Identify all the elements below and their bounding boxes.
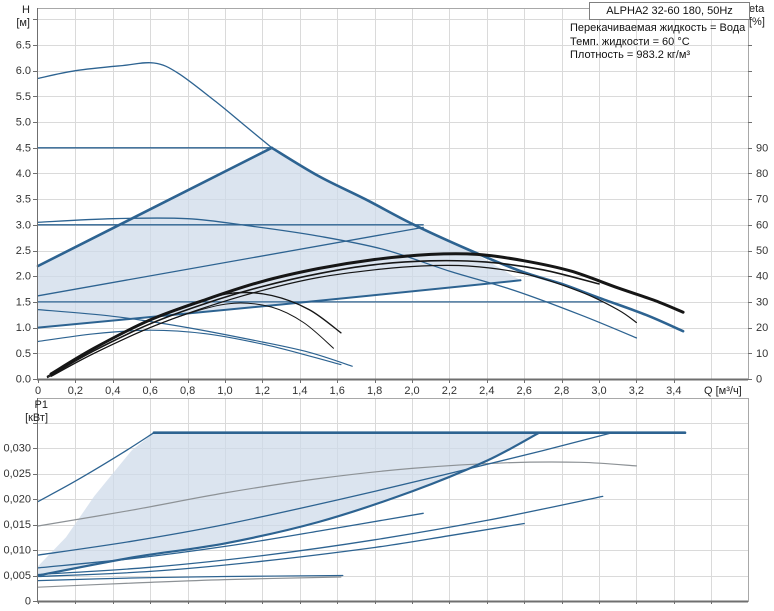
speed3-curve-max (270, 146, 685, 333)
eta-curve-low-a (46, 291, 342, 378)
speed1-curve (37, 309, 353, 367)
h-tick-label: 5.0 (16, 117, 31, 129)
q-tick-label: 2,8 (554, 385, 569, 397)
h-tick-label: 3.5 (16, 194, 31, 206)
h-tick-label: 4.0 (16, 168, 31, 180)
h-tick-label: 5.5 (16, 91, 31, 103)
p1-pp2-curve (37, 512, 424, 569)
h-tick-label: 2.5 (16, 245, 31, 257)
eta-tick-label: 60 (756, 219, 768, 231)
q-tick-label: 1,8 (367, 385, 382, 397)
fluid-info-block: Перекачиваемая жидкость = Вода Темп. жид… (570, 22, 745, 63)
q-tick-label: 0,2 (68, 385, 83, 397)
q-tick-label: 0,8 (180, 385, 195, 397)
p1-axis-label: P1 [кВт] (0, 399, 48, 425)
envelope-left-boundary (36, 146, 274, 268)
top-panel-operating-envelope (38, 147, 521, 328)
h-tick-label: 1.0 (16, 322, 31, 334)
eta-axis-unit: [%] (749, 16, 765, 28)
eta-tick-label: 40 (756, 271, 768, 283)
p1-tick-label: 0,020 (3, 494, 31, 506)
q-tick-label: 1,6 (330, 385, 345, 397)
h-tick-label: 0.5 (16, 348, 31, 360)
pp1-line (37, 279, 522, 329)
p1-speed2-curve (37, 461, 637, 527)
info-line-fluid: Перекачиваемая жидкость = Вода (570, 22, 746, 34)
p1-tick-label: 0,030 (3, 443, 31, 455)
speed3-curve-rise (37, 62, 273, 149)
p1-cp1-curve (37, 495, 604, 576)
h-tick-label: 6.0 (16, 65, 31, 77)
q-tick-label: 2,2 (442, 385, 457, 397)
pp2-line (37, 226, 424, 297)
eta-tick-label: 70 (756, 194, 768, 206)
p1-cp2-curve (37, 432, 613, 556)
p1-envelope-bottom (36, 431, 541, 577)
q-tick-label: 2,6 (517, 385, 532, 397)
q-tick-label: 0,6 (143, 385, 158, 397)
p1-pp1-curve (37, 522, 525, 578)
q-tick-label: 1,4 (292, 385, 307, 397)
eta-tick-label: 20 (756, 322, 768, 334)
p1-min-curve (37, 576, 342, 588)
eta-axis-symbol: eta (749, 3, 765, 15)
q-tick-label: 2,0 (404, 385, 419, 397)
info-line-density: Плотность = 983.2 кг/м³ (570, 49, 691, 61)
q-tick-label: 2,4 (479, 385, 494, 397)
speed2-curve (37, 217, 638, 339)
p1-tick-label: 0 (25, 596, 31, 608)
p1-speed3-rise (37, 432, 155, 503)
h-axis-unit: [м] (16, 17, 30, 29)
p1-axis-symbol: P1 (34, 399, 48, 411)
eta-tick-label: 0 (756, 374, 762, 386)
p1-tick-label: 0,015 (3, 519, 31, 531)
p1-tick-label: 0,010 (3, 545, 31, 557)
q-tick-label: 1,0 (217, 385, 232, 397)
h-tick-label: 6.5 (16, 39, 31, 51)
eta-tick-label: 30 (756, 296, 768, 308)
q-tick-label: 3,4 (666, 385, 681, 397)
q-tick-label: 3,0 (591, 385, 606, 397)
eta-axis-label: eta [%] (749, 3, 765, 29)
p1-tick-label: 0,005 (3, 570, 31, 582)
q-tick-label: 3,2 (629, 385, 644, 397)
h-axis-symbol: H (22, 4, 30, 16)
eta-tick-label: 50 (756, 245, 768, 257)
top-panel-grid (37, 8, 748, 379)
chart-title: ALPHA2 32-60 180, 50Hz (589, 2, 750, 20)
eta-tick-label: 90 (756, 142, 768, 154)
top-axis-ticks: 6.5 6.0 5.5 5.0 4.5 4.0 3.5 3.0 2.5 2.0 1.5 1.0 0.5 0… (16, 19, 768, 397)
eta-curve-low-b (46, 302, 334, 379)
bottom-panel: 0,030 0,025 0,020 0,015 0,010 0,005 0 (3, 398, 749, 608)
top-panel-series (36, 62, 685, 379)
top-panel: 6.5 6.0 5.5 5.0 4.5 4.0 3.5 3.0 2.5 2.0 1.5 1.0 0.5 0… (16, 8, 768, 397)
q-tick-label: 0,4 (105, 385, 120, 397)
h-tick-label: 1.5 (16, 296, 31, 308)
info-line-temperature: Темп. жидкости = 60 °C (570, 35, 690, 48)
h-tick-label: 4.5 (16, 142, 31, 154)
p1-axis-unit: [кВт] (25, 412, 48, 424)
h-axis-label: H [м] (0, 4, 30, 30)
q-axis-label: Q [м³/ч] (704, 385, 742, 397)
eta-tick-label: 10 (756, 348, 768, 360)
bottom-panel-series (36, 431, 687, 588)
h-tick-label: 3.0 (16, 219, 31, 231)
p1-speed1-curve (37, 574, 344, 582)
h-tick-label: 2.0 (16, 271, 31, 283)
bottom-axis-ticks: 0,030 0,025 0,020 0,015 0,010 0,005 0 (3, 423, 712, 608)
eta-tick-label: 80 (756, 168, 768, 180)
q-tick-label: 0 (35, 385, 41, 397)
min-speed-curve (37, 329, 342, 366)
h-tick-label: 0.0 (16, 374, 31, 386)
eta-curve-max-b (50, 259, 600, 376)
p1-tick-label: 0,025 (3, 468, 31, 480)
q-tick-label: 1,2 (255, 385, 270, 397)
